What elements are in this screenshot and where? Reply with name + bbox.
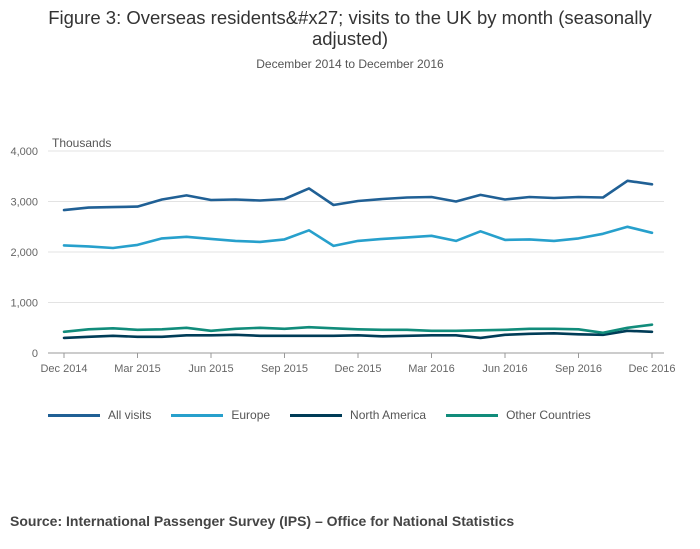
legend-swatch-all-visits: [48, 413, 100, 417]
legend-label-north-america: North America: [350, 408, 427, 422]
series-lines: [62, 179, 654, 340]
gridlines: [48, 150, 664, 303]
source-note: Source: International Passenger Survey (…: [10, 513, 515, 529]
series-line-europe: [62, 225, 654, 250]
series-line-other-countries: [62, 323, 654, 335]
x-tick-label: Jun 2015: [188, 363, 233, 375]
x-tick-label: Dec 2014: [40, 363, 87, 375]
x-tick-label: Sep 2015: [261, 363, 308, 375]
legend-swatch-north-america: [290, 413, 343, 417]
x-tick-label: Mar 2015: [114, 363, 160, 375]
chart-subtitle: December 2014 to December 2016: [256, 57, 444, 71]
legend-item-all-visits[interactable]: All visits: [48, 408, 151, 422]
legend-label-other-countries: Other Countries: [506, 408, 591, 422]
y-tick-label: 0: [32, 348, 38, 360]
series-line-all-visits: [62, 179, 654, 212]
y-tick-label: 2,000: [10, 247, 38, 259]
x-tick-label: Sep 2016: [555, 363, 602, 375]
y-axis-label: Thousands: [52, 136, 111, 150]
x-tick-label: Jun 2016: [482, 363, 527, 375]
legend-item-north-america[interactable]: North America: [290, 408, 426, 422]
y-tick-label: 1,000: [10, 298, 38, 310]
legend-item-other-countries[interactable]: Other Countries: [446, 408, 591, 422]
legend-swatch-europe: [171, 413, 224, 417]
legend: All visits Europe North America Other Co…: [48, 408, 611, 422]
legend-label-all-visits: All visits: [108, 408, 152, 422]
y-tick-label: 4,000: [10, 146, 38, 158]
legend-label-europe: Europe: [231, 408, 271, 422]
line-chart: 0 1,000 2,000 3,000 4,000 Dec 2014 Mar 2015 Jun…: [10, 136, 675, 375]
x-tick-label: Dec 2015: [334, 363, 381, 375]
legend-swatch-other-countries: [446, 413, 499, 417]
series-line-north-america: [62, 329, 654, 340]
y-tick-label: 3,000: [10, 197, 38, 209]
x-tick-label: Dec 2016: [628, 363, 675, 375]
chart-title: Figure 3: Overseas residents&#x27; visit…: [48, 7, 652, 49]
x-tick-label: Mar 2016: [408, 363, 454, 375]
legend-item-europe[interactable]: Europe: [171, 408, 270, 422]
axes: 0 1,000 2,000 3,000 4,000 Dec 2014 Mar 2015 Jun…: [10, 146, 675, 375]
